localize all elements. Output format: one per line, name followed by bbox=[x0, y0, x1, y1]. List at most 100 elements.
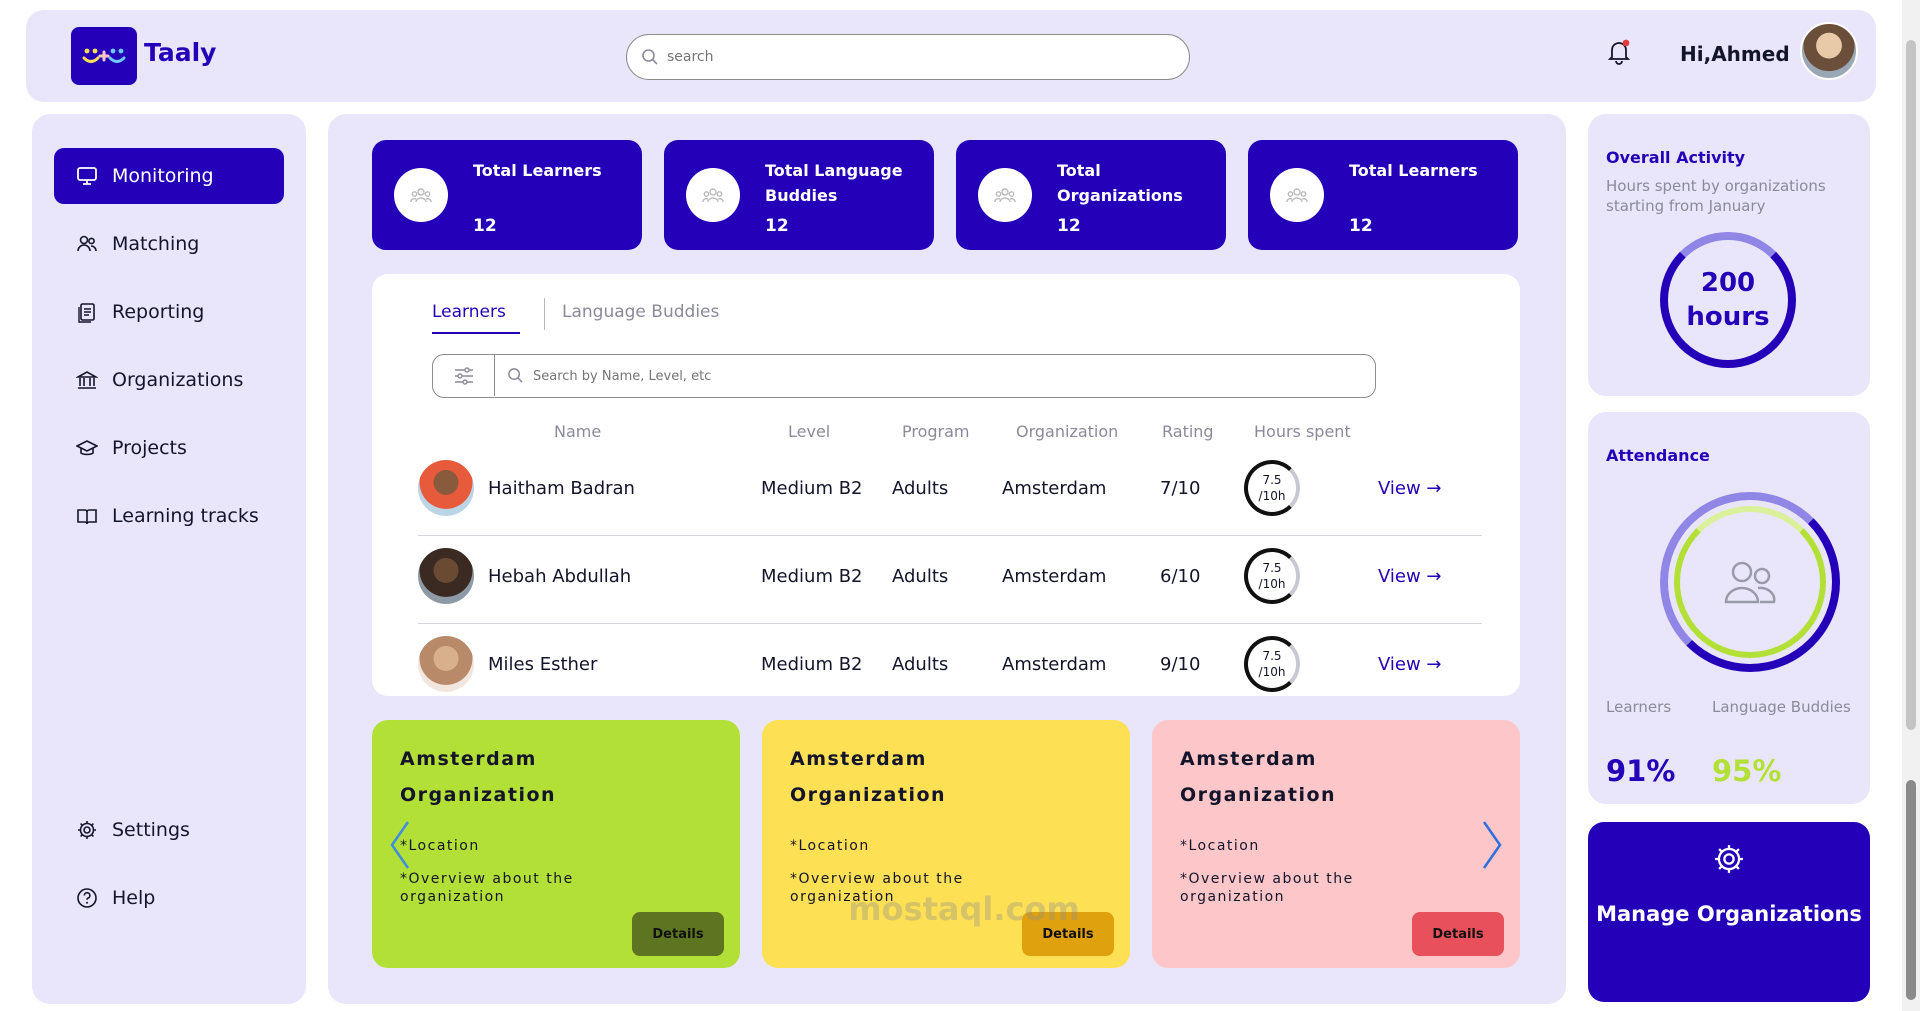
group-icon bbox=[394, 168, 448, 222]
table-row: Haitham Badran Medium B2 Adults Amsterda… bbox=[418, 448, 1482, 536]
hours-value: 7.5 bbox=[1262, 473, 1282, 487]
view-link[interactable]: View → bbox=[1378, 654, 1442, 675]
organization-card[interactable]: Amsterdam Organization *Location *Overvi… bbox=[762, 720, 1130, 968]
hours-total: /10h bbox=[1258, 665, 1286, 679]
page-scrollbar[interactable] bbox=[1902, 0, 1920, 1011]
attendance-ring-outer bbox=[1660, 492, 1840, 672]
view-link[interactable]: View → bbox=[1378, 478, 1442, 499]
org-card-subtitle: Organization bbox=[790, 784, 947, 806]
sidebar-item-organizations[interactable]: Organizations bbox=[54, 352, 284, 408]
sidebar-item-label: Organizations bbox=[112, 369, 244, 391]
sidebar-item-label: Projects bbox=[112, 437, 187, 459]
org-card-title: Amsterdam bbox=[400, 748, 537, 770]
user-greeting: Hi,Ahmed bbox=[1680, 42, 1790, 66]
table-search-input[interactable] bbox=[533, 365, 1133, 387]
sidebar-item-learning-tracks[interactable]: Learning tracks bbox=[54, 488, 284, 544]
group-icon bbox=[978, 168, 1032, 222]
manage-organizations-button[interactable]: Manage Organizations bbox=[1588, 822, 1870, 1002]
column-header-program: Program bbox=[902, 422, 970, 441]
report-icon bbox=[78, 303, 95, 323]
learner-rating: 7/10 bbox=[1160, 478, 1201, 499]
details-button[interactable]: Details bbox=[632, 912, 724, 956]
hours-progress-ring: 7.5/10h bbox=[1244, 460, 1300, 516]
attendance-panel: Attendance Learners Language Buddies 91%… bbox=[1588, 412, 1870, 804]
stat-card-total-language-buddies[interactable]: Total Language Buddies 12 bbox=[664, 140, 934, 250]
sidebar-item-reporting[interactable]: Reporting bbox=[54, 284, 284, 340]
hours-value: 7.5 bbox=[1262, 561, 1282, 575]
logo-icon[interactable] bbox=[71, 27, 137, 85]
chevron-left-icon[interactable] bbox=[388, 820, 412, 870]
stat-card-total-learners-2[interactable]: Total Learners 12 bbox=[1248, 140, 1518, 250]
attendance-ring-inner bbox=[1674, 506, 1826, 658]
column-header-organization: Organization bbox=[1016, 422, 1119, 441]
scrollbar-thumb[interactable] bbox=[1906, 780, 1916, 1000]
avatar bbox=[418, 460, 474, 516]
org-card-overview: *Overview about the organization bbox=[400, 871, 574, 905]
filter-button[interactable] bbox=[433, 355, 495, 396]
org-card-location: *Location bbox=[1180, 838, 1260, 854]
chevron-right-icon[interactable] bbox=[1480, 820, 1504, 870]
org-card-title: Amsterdam bbox=[1180, 748, 1317, 770]
org-card-subtitle: Organization bbox=[400, 784, 557, 806]
table-row: Miles Esther Medium B2 Adults Amsterdam … bbox=[418, 624, 1482, 712]
buddies-label: Language Buddies bbox=[1712, 698, 1851, 716]
tab-learners[interactable]: Learners bbox=[432, 302, 520, 334]
bell-icon[interactable] bbox=[1606, 38, 1632, 66]
stat-value: 12 bbox=[1057, 216, 1081, 236]
buddies-attendance-value: 95% bbox=[1712, 754, 1782, 788]
stat-value: 12 bbox=[765, 216, 789, 236]
stat-card-total-organizations[interactable]: Total Organizations 12 bbox=[956, 140, 1226, 250]
main-content: Total Learners 12 Total Language Buddies… bbox=[328, 114, 1566, 1004]
help-icon bbox=[77, 888, 97, 908]
stat-card-total-learners[interactable]: Total Learners 12 bbox=[372, 140, 642, 250]
sidebar-item-help[interactable]: Help bbox=[54, 870, 284, 926]
sidebar-item-label: Monitoring bbox=[112, 165, 214, 187]
learner-organization: Amsterdam bbox=[1002, 654, 1107, 675]
user-avatar[interactable] bbox=[1800, 22, 1858, 80]
bank-icon bbox=[76, 371, 98, 389]
group-icon bbox=[686, 168, 740, 222]
hours-progress-ring: 7.5/10h bbox=[1244, 636, 1300, 692]
org-card-overview: *Overview about the organization bbox=[1180, 871, 1354, 905]
scrollbar-track-thumb[interactable] bbox=[1906, 40, 1916, 730]
global-search[interactable] bbox=[626, 34, 1190, 80]
table-search[interactable] bbox=[432, 354, 1376, 398]
stat-label: Total Language Buddies bbox=[765, 161, 903, 205]
learner-level: Medium B2 bbox=[761, 566, 863, 587]
learners-attendance-value: 91% bbox=[1606, 754, 1676, 788]
learner-program: Adults bbox=[892, 478, 949, 499]
top-header: Taaly Hi,Ahmed bbox=[26, 10, 1876, 102]
view-link[interactable]: View → bbox=[1378, 566, 1442, 587]
org-card-location: *Location bbox=[790, 838, 870, 854]
details-button[interactable]: Details bbox=[1412, 912, 1504, 956]
panel-title: Attendance bbox=[1606, 446, 1710, 465]
org-card-subtitle: Organization bbox=[1180, 784, 1337, 806]
organization-card[interactable]: Amsterdam Organization *Location *Overvi… bbox=[1152, 720, 1520, 968]
column-header-level: Level bbox=[788, 422, 831, 441]
sidebar-item-label: Help bbox=[112, 887, 156, 909]
organization-card[interactable]: Amsterdam Organization *Location *Overvi… bbox=[372, 720, 740, 968]
avatar bbox=[418, 548, 474, 604]
sidebar-item-matching[interactable]: Matching bbox=[54, 216, 284, 272]
table-row: Hebah Abdullah Medium B2 Adults Amsterda… bbox=[418, 536, 1482, 624]
sidebar-item-projects[interactable]: Projects bbox=[54, 420, 284, 476]
learner-program: Adults bbox=[892, 566, 949, 587]
search-input[interactable] bbox=[667, 45, 1167, 69]
sidebar-item-settings[interactable]: Settings bbox=[54, 802, 284, 858]
sidebar-item-monitoring[interactable]: Monitoring bbox=[54, 148, 284, 204]
graduation-cap-icon bbox=[76, 440, 98, 456]
sidebar-item-label: Learning tracks bbox=[112, 505, 259, 527]
panel-title: Overall Activity bbox=[1606, 148, 1746, 167]
sidebar-item-label: Settings bbox=[112, 819, 190, 841]
tab-language-buddies[interactable]: Language Buddies bbox=[562, 302, 720, 322]
tab-divider bbox=[544, 298, 545, 330]
learner-level: Medium B2 bbox=[761, 654, 863, 675]
brand-name: Taaly bbox=[144, 38, 217, 67]
avatar bbox=[418, 636, 474, 692]
details-button[interactable]: Details bbox=[1022, 912, 1114, 956]
users-icon bbox=[77, 235, 97, 252]
overall-activity-panel: Overall Activity Hours spent by organiza… bbox=[1588, 114, 1870, 396]
column-header-rating: Rating bbox=[1162, 422, 1214, 441]
gear-icon bbox=[1715, 845, 1743, 873]
sidebar-item-label: Reporting bbox=[112, 301, 205, 323]
